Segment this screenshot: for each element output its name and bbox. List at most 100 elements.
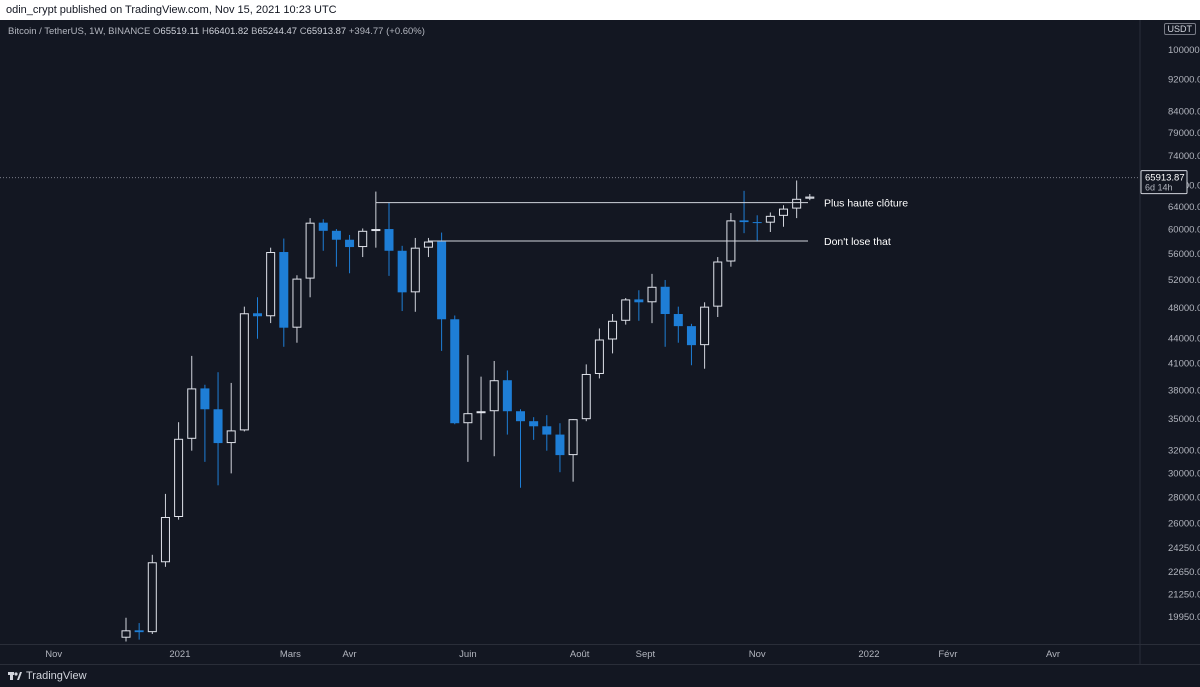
candle-body xyxy=(253,313,262,317)
y-tick-label: 28000.00 xyxy=(1168,493,1200,504)
y-tick-label: 41000.00 xyxy=(1168,359,1200,370)
y-tick-label: 21250.00 xyxy=(1168,590,1200,601)
candle-body xyxy=(542,426,552,435)
y-tick-label: 19950.00 xyxy=(1168,612,1200,623)
y-tick-label: 24250.00 xyxy=(1168,543,1200,554)
tradingview-brand[interactable]: TradingView xyxy=(8,669,87,683)
close-label: C xyxy=(299,26,307,37)
y-tick-label: 74000.00 xyxy=(1168,151,1200,162)
candle-body xyxy=(279,252,289,328)
annotation-text: Plus haute clôture xyxy=(824,198,908,210)
candle-body xyxy=(476,411,486,414)
candle-body xyxy=(160,517,170,563)
candlestick-chart[interactable]: 19950.00 21250.00 22650.00 24250.00 26000.00… xyxy=(0,20,1200,664)
x-tick-label: Avr xyxy=(343,649,357,660)
candle-body xyxy=(594,339,604,374)
candle-body xyxy=(700,306,710,346)
price-tag-countdown: 6d 14h xyxy=(1145,183,1173,193)
candle-body xyxy=(792,198,802,209)
candle-body xyxy=(292,278,302,328)
y-tick-label: 64000.00 xyxy=(1168,202,1200,213)
candle-body xyxy=(673,314,683,327)
candle-body xyxy=(450,319,460,424)
y-tick-label: 56000.00 xyxy=(1168,249,1200,260)
low-value: 65244.47 xyxy=(257,26,298,37)
candle-body xyxy=(266,252,276,317)
y-tick-label: 22650.00 xyxy=(1168,567,1200,578)
candle-body xyxy=(331,230,341,240)
candle-body xyxy=(529,421,539,427)
symbol-name: Bitcoin / TetherUS, 1W, BINANCE xyxy=(8,26,151,37)
x-tick-label: Juin xyxy=(459,649,476,660)
y-tick-label: 44000.00 xyxy=(1168,334,1200,345)
candle-body xyxy=(121,630,131,638)
candle-body xyxy=(423,241,433,248)
candle-body xyxy=(647,286,657,303)
candle-body xyxy=(239,313,249,431)
annotation-text: Don't lose that xyxy=(824,236,891,248)
candle-body xyxy=(384,229,394,251)
candle-body xyxy=(437,241,447,320)
candle-body xyxy=(502,380,512,412)
brand-name: TradingView xyxy=(26,670,87,682)
price-tag-box xyxy=(1140,170,1188,195)
candle-body xyxy=(371,229,381,232)
candle-body xyxy=(345,239,355,248)
low-label: B xyxy=(251,26,258,37)
x-tick-label: Août xyxy=(570,649,590,660)
candle-body xyxy=(739,220,749,223)
x-tick-label: Mars xyxy=(280,649,301,660)
high-value: 66401.82 xyxy=(208,26,249,37)
currency-label[interactable]: USDT xyxy=(1163,23,1196,35)
candle-body xyxy=(397,250,407,293)
candle-body xyxy=(489,380,499,412)
candle-body xyxy=(410,247,420,293)
candle-body xyxy=(608,320,618,340)
candle-body xyxy=(555,434,565,456)
price-tag-value: 65913.87 xyxy=(1145,173,1185,184)
x-tick-label: Nov xyxy=(45,649,62,660)
candle-body xyxy=(358,230,368,248)
chart-area[interactable]: 19950.00 21250.00 22650.00 24250.00 26000.00… xyxy=(0,20,1200,664)
close-value: 65913.87 xyxy=(306,26,347,37)
symbol-legend: Bitcoin / TetherUS, 1W, BINANCE O65519.1… xyxy=(8,26,425,37)
publish-bar: odin_crypt published on TradingView.com,… xyxy=(0,0,1200,20)
candle-body xyxy=(463,413,473,424)
candle-body xyxy=(516,411,525,422)
publish-info: odin_crypt published on TradingView.com,… xyxy=(6,4,337,16)
candle-body xyxy=(713,261,723,307)
y-tick-label: 100000.00 xyxy=(1168,45,1200,56)
open-label: O xyxy=(153,26,161,37)
y-tick-label: 30000.00 xyxy=(1168,468,1200,479)
x-tick-label: Nov xyxy=(749,649,766,660)
candle-body xyxy=(634,299,644,303)
x-tick-label: Sept xyxy=(636,649,656,660)
candle-body xyxy=(621,299,631,321)
candle-body xyxy=(765,215,775,223)
candle-body xyxy=(660,286,670,315)
candle-body xyxy=(226,430,236,444)
candle-body xyxy=(779,208,788,216)
candle-body xyxy=(686,326,696,346)
tradingview-logo-icon xyxy=(8,672,22,680)
y-tick-label: 26000.00 xyxy=(1168,519,1200,530)
candles-group xyxy=(121,180,815,642)
y-tick-label: 60000.00 xyxy=(1168,225,1200,236)
y-tick-label: 92000.00 xyxy=(1168,74,1200,85)
y-tick-label: 79000.00 xyxy=(1168,128,1200,139)
x-tick-label: Avr xyxy=(1046,649,1060,660)
open-value: 65519.11 xyxy=(160,26,200,37)
candle-body xyxy=(581,373,591,420)
candle-body xyxy=(752,222,762,224)
y-tick-label: 84000.00 xyxy=(1168,106,1200,117)
y-tick-label: 48000.00 xyxy=(1168,303,1200,314)
candle-body xyxy=(174,438,184,518)
change-value: +394.77 (+0.60%) xyxy=(348,26,425,37)
candle-body xyxy=(187,388,197,439)
candle-body xyxy=(305,222,315,279)
x-tick-label: Févr xyxy=(938,649,957,660)
candle-body xyxy=(213,409,223,444)
x-tick-label: 2022 xyxy=(858,649,879,660)
candle-body xyxy=(568,419,578,456)
